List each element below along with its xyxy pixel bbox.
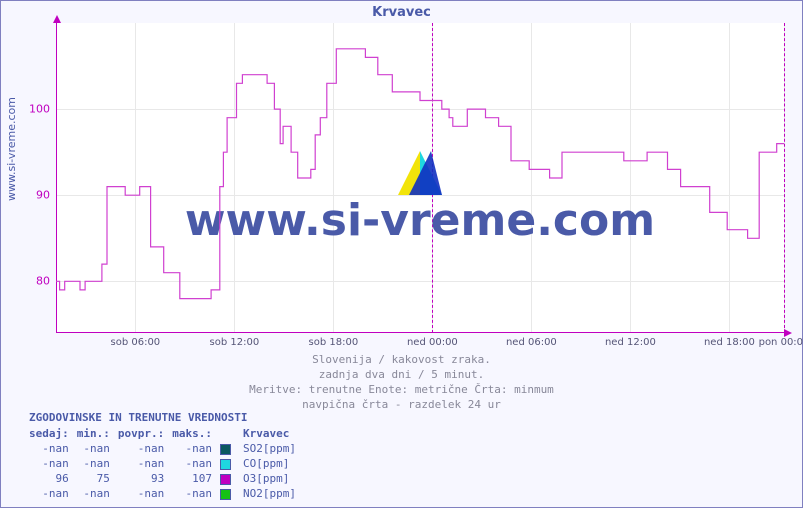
series-swatch xyxy=(220,444,231,455)
col-swatch xyxy=(220,426,239,441)
table-header-row: sedaj: min.: povpr.: maks.: Krvavec xyxy=(29,426,304,441)
table-cell: 96 xyxy=(29,471,77,486)
table-cell: -nan xyxy=(77,456,118,471)
plot-area: 8090100sob 06:00sob 12:00sob 18:00ned 00… xyxy=(56,23,784,333)
table-cell: -nan xyxy=(77,441,118,456)
chart-title: Krvavec xyxy=(1,5,802,20)
col-min: min.: xyxy=(77,426,118,441)
x-tick-label: sob 18:00 xyxy=(309,333,359,348)
table-cell: -nan xyxy=(172,456,220,471)
table-row: -nan-nan-nan-nanNO2[ppm] xyxy=(29,486,304,501)
swatch-cell xyxy=(220,441,239,456)
caption-line-3: Meritve: trenutne Enote: metrične Črta: … xyxy=(1,383,802,398)
series-label: CO[ppm] xyxy=(239,456,304,471)
table-cell: -nan xyxy=(118,486,172,501)
table-cell: -nan xyxy=(29,456,77,471)
stats-table-title: ZGODOVINSKE IN TRENUTNE VREDNOSTI xyxy=(29,411,304,424)
col-maks: maks.: xyxy=(172,426,220,441)
y-axis-arrow xyxy=(53,15,61,23)
series-label: NO2[ppm] xyxy=(239,486,304,501)
x-tick-label: sob 06:00 xyxy=(111,333,161,348)
col-sedaj: sedaj: xyxy=(29,426,77,441)
table-cell: -nan xyxy=(77,486,118,501)
table-cell: -nan xyxy=(118,441,172,456)
day-marker xyxy=(784,23,785,333)
col-location: Krvavec xyxy=(239,426,304,441)
y-tick-label: 100 xyxy=(29,103,56,116)
table-cell: -nan xyxy=(172,441,220,456)
series-label: SO2[ppm] xyxy=(239,441,304,456)
x-tick-label: ned 12:00 xyxy=(605,333,656,348)
table-cell: -nan xyxy=(29,441,77,456)
swatch-cell xyxy=(220,456,239,471)
x-axis-arrow xyxy=(784,329,792,337)
series-swatch xyxy=(220,459,231,470)
table-cell: 107 xyxy=(172,471,220,486)
stats-table: ZGODOVINSKE IN TRENUTNE VREDNOSTI sedaj:… xyxy=(29,411,304,501)
table-row: -nan-nan-nan-nanCO[ppm] xyxy=(29,456,304,471)
table-row: -nan-nan-nan-nanSO2[ppm] xyxy=(29,441,304,456)
series-swatch xyxy=(220,474,231,485)
x-tick-label: ned 06:00 xyxy=(506,333,557,348)
table-cell: 93 xyxy=(118,471,172,486)
table-cell: -nan xyxy=(172,486,220,501)
caption-line-2: zadnja dva dni / 5 minut. xyxy=(1,368,802,383)
series-label: O3[ppm] xyxy=(239,471,304,486)
swatch-cell xyxy=(220,471,239,486)
col-povpr: povpr.: xyxy=(118,426,172,441)
x-tick-label: ned 00:00 xyxy=(407,333,458,348)
o3-series-line xyxy=(56,23,784,333)
table-cell: -nan xyxy=(118,456,172,471)
chart-caption: Slovenija / kakovost zraka. zadnja dva d… xyxy=(1,353,802,412)
x-tick-label: ned 18:00 xyxy=(704,333,755,348)
table-cell: 75 xyxy=(77,471,118,486)
y-tick-label: 90 xyxy=(36,189,56,202)
caption-line-1: Slovenija / kakovost zraka. xyxy=(1,353,802,368)
y-tick-label: 80 xyxy=(36,275,56,288)
table-cell: -nan xyxy=(29,486,77,501)
y-axis-site-label: www.si-vreme.com xyxy=(5,97,18,201)
table-row: 967593107 O3[ppm] xyxy=(29,471,304,486)
x-tick-label: pon 00:00 xyxy=(759,333,803,348)
x-tick-label: sob 12:00 xyxy=(210,333,260,348)
series-swatch xyxy=(220,489,231,500)
swatch-cell xyxy=(220,486,239,501)
